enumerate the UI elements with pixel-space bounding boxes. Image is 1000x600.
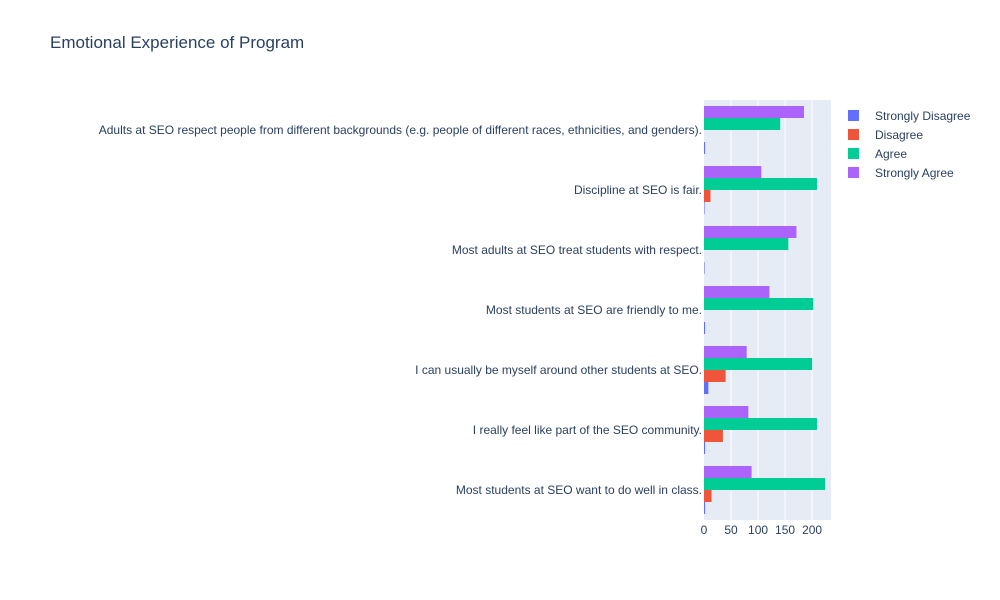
legend-swatch: [848, 129, 859, 140]
bar-strongly-agree[interactable]: [704, 226, 797, 238]
legend-item[interactable]: Disagree: [848, 125, 970, 144]
bar-agree[interactable]: [704, 478, 826, 490]
bar-strongly-disagree[interactable]: [704, 502, 706, 514]
x-tick-label: 150: [775, 523, 795, 537]
bar-strongly-disagree[interactable]: [704, 142, 706, 154]
bar-strongly-agree[interactable]: [704, 406, 749, 418]
y-tick-label: Most students at SEO are friendly to me.: [486, 303, 702, 317]
bar-strongly-disagree[interactable]: [704, 382, 709, 394]
bar-disagree[interactable]: [704, 490, 712, 502]
legend-item[interactable]: Strongly Disagree: [848, 106, 970, 125]
chart-title: Emotional Experience of Program: [50, 33, 305, 52]
bar-agree[interactable]: [704, 298, 814, 310]
legend-swatch: [848, 110, 859, 121]
bar-agree[interactable]: [704, 178, 817, 190]
bar-strongly-disagree[interactable]: [704, 202, 705, 214]
y-tick-label: Discipline at SEO is fair.: [574, 183, 702, 197]
y-tick-label: I can usually be myself around other stu…: [415, 363, 702, 377]
bar-strongly-agree[interactable]: [704, 286, 770, 298]
legend-label: Strongly Agree: [875, 165, 954, 180]
bar-disagree[interactable]: [704, 430, 723, 442]
bar-agree[interactable]: [704, 118, 781, 130]
legend-item[interactable]: Agree: [848, 144, 970, 163]
y-tick-label: Adults at SEO respect people from differ…: [99, 123, 702, 137]
x-tick-label: 100: [748, 523, 768, 537]
y-tick-label: Most adults at SEO treat students with r…: [452, 243, 702, 257]
bar-agree[interactable]: [704, 418, 817, 430]
bar-strongly-agree[interactable]: [704, 346, 747, 358]
x-tick-label: 50: [724, 523, 738, 537]
bar-strongly-disagree[interactable]: [704, 442, 706, 454]
legend-item[interactable]: Strongly Agree: [848, 163, 970, 182]
legend-label: Disagree: [875, 127, 924, 142]
legend: Strongly Disagree Disagree Agree Strongl…: [848, 106, 970, 182]
x-tick-label: 200: [802, 523, 822, 537]
legend-swatch: [848, 167, 859, 178]
x-tick-label: 0: [701, 523, 708, 537]
legend-label: Agree: [875, 146, 908, 161]
legend-label: Strongly Disagree: [875, 108, 971, 123]
y-tick-label: I really feel like part of the SEO commu…: [473, 423, 702, 437]
bar-agree[interactable]: [704, 358, 813, 370]
y-tick-label: Most students at SEO want to do well in …: [456, 483, 702, 497]
bar-strongly-agree[interactable]: [704, 106, 804, 118]
bar-disagree[interactable]: [704, 190, 711, 202]
bar-agree[interactable]: [704, 238, 789, 250]
legend-swatch: [848, 148, 859, 159]
bar-strongly-disagree[interactable]: [704, 262, 705, 274]
bar-disagree[interactable]: [704, 370, 726, 382]
bar-strongly-disagree[interactable]: [704, 322, 706, 334]
bar-strongly-agree[interactable]: [704, 466, 752, 478]
bar-strongly-agree[interactable]: [704, 166, 762, 178]
